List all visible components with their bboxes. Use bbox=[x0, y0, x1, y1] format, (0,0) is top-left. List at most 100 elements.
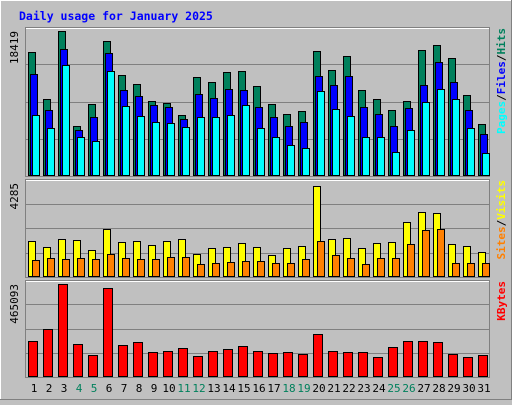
bar-pages-day-6 bbox=[107, 71, 115, 176]
bar-kbytes-day-11 bbox=[178, 348, 188, 377]
bar-kbytes-day-7 bbox=[118, 345, 128, 377]
bar-sites-day-5 bbox=[92, 259, 100, 277]
x-tick-label: 1 bbox=[31, 382, 38, 395]
bar-kbytes-day-2 bbox=[43, 329, 53, 377]
x-tick-label: 29 bbox=[447, 382, 460, 395]
bar-kbytes-day-14 bbox=[223, 349, 233, 377]
bar-sites-day-27 bbox=[422, 230, 430, 277]
bar-sites-day-3 bbox=[62, 259, 70, 277]
bar-pages-day-7 bbox=[122, 106, 130, 176]
bar-pages-day-20 bbox=[317, 91, 325, 176]
bar-kbytes-day-24 bbox=[373, 357, 383, 377]
bar-sites-day-17 bbox=[272, 263, 280, 277]
bar-kbytes-day-23 bbox=[358, 352, 368, 377]
x-tick-label: 15 bbox=[237, 382, 250, 395]
bar-pages-day-28 bbox=[437, 89, 445, 176]
bar-sites-day-7 bbox=[122, 258, 130, 277]
x-tick-label: 12 bbox=[192, 382, 205, 395]
bar-kbytes-day-3 bbox=[58, 284, 68, 377]
chart-title: Daily usage for January 2025 bbox=[19, 9, 213, 23]
x-tick-label: 27 bbox=[417, 382, 430, 395]
bar-kbytes-day-13 bbox=[208, 351, 218, 377]
bar-pages-day-25 bbox=[392, 152, 400, 176]
bar-pages-day-17 bbox=[272, 137, 280, 176]
bar-sites-day-6 bbox=[107, 254, 115, 277]
legend-entry: Visits bbox=[495, 180, 508, 220]
bar-sites-day-15 bbox=[242, 261, 250, 277]
panel-visits-sites: 4285 Sites/Visits bbox=[8, 179, 508, 278]
bar-pages-day-11 bbox=[182, 127, 190, 176]
x-tick-label: 20 bbox=[312, 382, 325, 395]
x-tick-label: 23 bbox=[357, 382, 370, 395]
bar-sites-day-24 bbox=[377, 258, 385, 277]
panels-layer: 18419Pages/Files/Hits4285Sites/Visits465… bbox=[8, 27, 508, 378]
bar-kbytes-day-4 bbox=[73, 344, 83, 377]
bar-sites-day-30 bbox=[467, 263, 475, 277]
x-tick-label: 9 bbox=[151, 382, 158, 395]
x-tick-label: 31 bbox=[477, 382, 490, 395]
bar-sites-day-1 bbox=[32, 260, 40, 277]
bar-kbytes-day-16 bbox=[253, 351, 263, 377]
x-tick-label: 3 bbox=[61, 382, 68, 395]
legend-entry: Pages bbox=[495, 101, 508, 134]
x-tick-label: 4 bbox=[76, 382, 83, 395]
legend-entry: Files bbox=[495, 61, 508, 94]
bar-sites-day-31 bbox=[482, 263, 490, 277]
bar-pages-day-9 bbox=[152, 122, 160, 176]
bar-pages-day-4 bbox=[77, 137, 85, 176]
bar-sites-day-20 bbox=[317, 241, 325, 277]
bar-sites-day-28 bbox=[437, 229, 445, 277]
bar-pages-day-21 bbox=[332, 109, 340, 176]
bar-kbytes-day-10 bbox=[163, 351, 173, 377]
bar-pages-day-31 bbox=[482, 153, 490, 176]
legend-entry: KBytes bbox=[495, 281, 508, 321]
bar-sites-day-9 bbox=[152, 259, 160, 277]
bar-sites-day-16 bbox=[257, 261, 265, 277]
x-tick-label: 16 bbox=[252, 382, 265, 395]
bar-pages-day-24 bbox=[377, 137, 385, 176]
bar-pages-day-15 bbox=[242, 105, 250, 176]
x-tick-label: 30 bbox=[462, 382, 475, 395]
legend-entry: Sites bbox=[495, 226, 508, 259]
bar-kbytes-day-17 bbox=[268, 353, 278, 377]
legend-entry: / bbox=[495, 219, 508, 226]
bar-kbytes-day-19 bbox=[298, 354, 308, 377]
bar-pages-day-29 bbox=[452, 99, 460, 176]
bar-kbytes-day-22 bbox=[343, 352, 353, 377]
bar-pages-day-14 bbox=[227, 115, 235, 176]
bar-pages-day-19 bbox=[302, 148, 310, 176]
panel-max-label: 18419 bbox=[8, 31, 21, 64]
x-tick-label: 6 bbox=[106, 382, 113, 395]
bar-kbytes-day-26 bbox=[403, 341, 413, 377]
legend-entry: / bbox=[495, 54, 508, 61]
panel-legend: KBytes bbox=[495, 281, 508, 321]
x-tick-label: 5 bbox=[91, 382, 98, 395]
bar-kbytes-day-9 bbox=[148, 352, 158, 377]
x-tick-label: 28 bbox=[432, 382, 445, 395]
panel-max-label: 4285 bbox=[8, 183, 21, 210]
bar-sites-day-8 bbox=[137, 259, 145, 277]
bar-sites-day-11 bbox=[182, 257, 190, 277]
x-tick-label: 13 bbox=[207, 382, 220, 395]
x-axis-labels: 1 2 3 4 5 6 7 8 9 10 11 12 13 14 15 16 17 18 19 20 21 22 23 24 2… bbox=[31, 382, 491, 395]
x-tick-label: 7 bbox=[121, 382, 128, 395]
bar-pages-day-23 bbox=[362, 137, 370, 176]
bar-pages-day-10 bbox=[167, 123, 175, 176]
bar-kbytes-day-25 bbox=[388, 347, 398, 377]
bar-sites-day-29 bbox=[452, 263, 460, 277]
bar-kbytes-day-5 bbox=[88, 355, 98, 377]
panel-kbytes: 465093 KBytes bbox=[8, 280, 508, 378]
bar-pages-day-2 bbox=[47, 128, 55, 176]
bar-sites-day-14 bbox=[227, 262, 235, 277]
x-tick-label: 22 bbox=[342, 382, 355, 395]
bar-sites-day-18 bbox=[287, 263, 295, 277]
x-tick-label: 24 bbox=[372, 382, 386, 395]
bar-pages-day-18 bbox=[287, 145, 295, 176]
x-tick-label: 26 bbox=[402, 382, 415, 395]
x-tick-label: 14 bbox=[222, 382, 236, 395]
bar-kbytes-day-27 bbox=[418, 341, 428, 377]
bar-sites-day-23 bbox=[362, 264, 370, 277]
